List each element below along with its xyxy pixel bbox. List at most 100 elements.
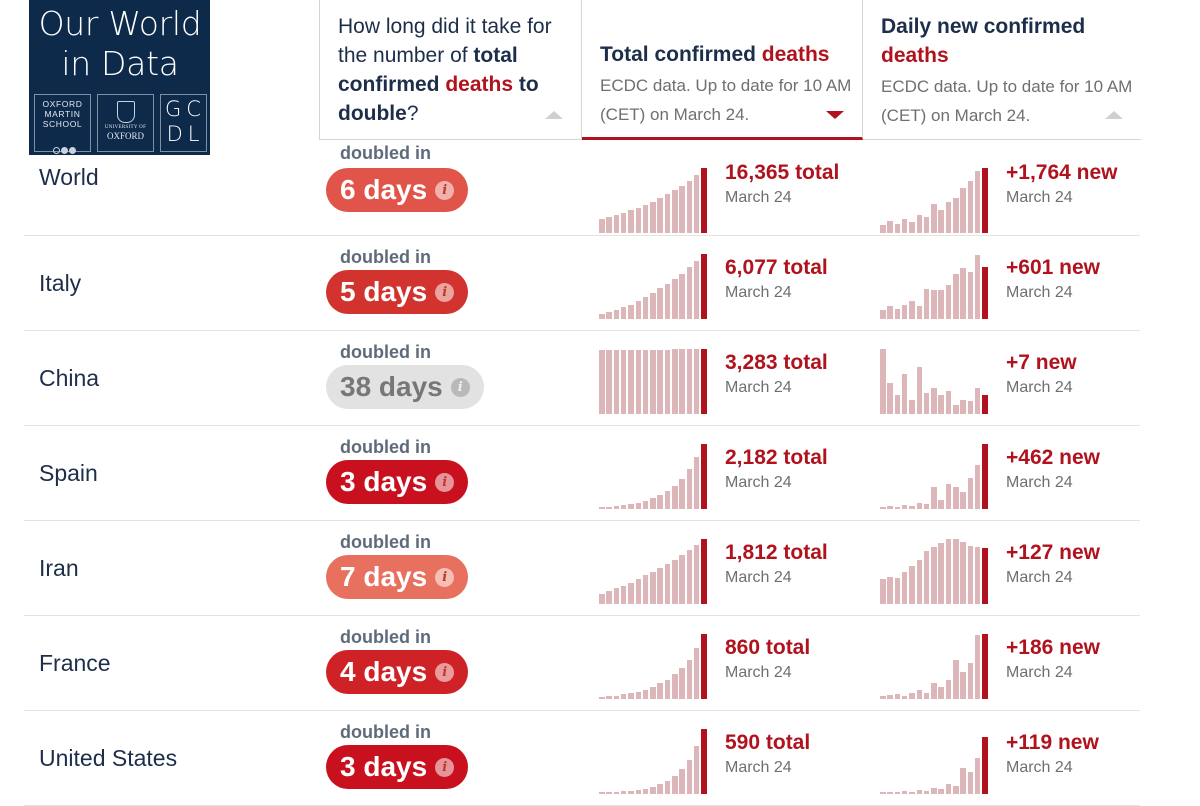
country-name[interactable]: World (39, 164, 99, 190)
sparkline-bar (628, 349, 634, 414)
sparkline-bar (693, 175, 700, 233)
doubling-days-badge[interactable]: 7 days i (326, 555, 469, 599)
sort-down-icon[interactable] (826, 111, 844, 119)
sparkline-bar (606, 350, 612, 414)
sparkline-bar (960, 671, 966, 699)
sparkline-bar (628, 693, 634, 699)
sparkline-bar (894, 578, 901, 604)
sparkline-bar (657, 567, 663, 604)
sparkline-bar (613, 309, 620, 319)
sparkline-bar (923, 289, 930, 319)
daily-deaths-title: Daily new confirmed deaths (881, 15, 1086, 67)
sparkline-bar (894, 308, 901, 319)
sparkline-bar (960, 492, 966, 509)
daily-deaths-sparkline (880, 331, 998, 425)
country-name[interactable]: United States (39, 745, 178, 771)
sparkline-bar (606, 792, 612, 794)
sparkline-bar (613, 350, 620, 414)
sparkline-bar (657, 494, 663, 509)
sparkline-bar (657, 197, 663, 233)
sparkline-bar (701, 539, 708, 604)
total-deaths-sparkline (599, 141, 717, 235)
table-row[interactable]: Spain doubled in 3 days i 2,182 total March 2… (24, 426, 1140, 521)
sparkline-bar (916, 790, 922, 794)
sparkline-bar (628, 582, 634, 604)
total-deaths-date: March 24 (725, 474, 792, 491)
sparkline-bar (923, 393, 930, 414)
total-deaths-date: March 24 (725, 664, 792, 681)
doubling-days-badge[interactable]: 4 days i (326, 650, 469, 694)
daily-deaths-sparkline (880, 426, 998, 520)
daily-deaths-value: +1,764 new (1006, 161, 1118, 184)
info-icon[interactable]: i (435, 180, 455, 200)
info-icon[interactable]: i (435, 282, 455, 302)
table-row[interactable]: China doubled in 38 days i 3,283 total March … (24, 331, 1140, 426)
sparkline-bar (938, 209, 944, 233)
total-deaths-sparkline (599, 521, 717, 615)
sparkline-bar (894, 223, 901, 233)
sparkline-bar (693, 260, 700, 319)
sparkline-bar (887, 506, 893, 509)
sparkline-bar (887, 382, 893, 414)
sparkline-bar (887, 221, 893, 233)
sparkline-bar (880, 696, 886, 699)
country-name[interactable]: France (39, 650, 111, 676)
doubling-question: How long did it take for the number of t… (338, 15, 552, 125)
sparkline-bar (880, 309, 886, 319)
country-name[interactable]: China (39, 365, 100, 391)
sparkline-bar (679, 479, 685, 509)
sparkline-bar (599, 218, 605, 233)
table-row[interactable]: World doubled in 6 days i 16,365 total March … (24, 141, 1140, 236)
info-icon[interactable]: i (435, 662, 455, 682)
sparkline-bar (620, 694, 627, 699)
doubling-days-badge[interactable]: 6 days i (326, 168, 469, 212)
country-name[interactable]: Spain (39, 460, 98, 486)
sparkline-bar (672, 559, 678, 604)
sparkline-bar (909, 300, 915, 319)
sort-up-icon[interactable] (1105, 111, 1123, 119)
sparkline-bar (894, 507, 901, 509)
info-icon[interactable]: i (450, 377, 470, 397)
sparkline-bar (664, 490, 671, 509)
doubling-days-badge[interactable]: 3 days i (326, 745, 469, 789)
owid-logo[interactable]: Our World in Data OXFORD MARTIN SCHOOL U… (29, 0, 210, 155)
total-deaths-sparkline (599, 331, 717, 425)
sparkline-bar (916, 689, 922, 699)
table-row[interactable]: United States doubled in 3 days i 590 total M… (24, 711, 1140, 806)
doubled-in-label: doubled in (340, 143, 431, 163)
sparkline-bar (894, 394, 901, 414)
sparkline-bar (672, 674, 678, 699)
table-row[interactable]: France doubled in 4 days i 860 total March 24… (24, 616, 1140, 711)
gcdl-text: GC DL (165, 97, 206, 146)
table-row[interactable]: Iran doubled in 7 days i 1,812 total March 24… (24, 521, 1140, 616)
info-icon[interactable]: i (435, 757, 455, 777)
doubling-days-badge[interactable]: 3 days i (326, 460, 469, 504)
column-header-doubling[interactable]: How long did it take for the number of t… (319, 0, 582, 140)
sparkline-bar (880, 225, 886, 233)
sparkline-bar (923, 692, 930, 699)
sparkline-bar (635, 300, 641, 319)
doubling-days-badge[interactable]: 5 days i (326, 270, 469, 314)
daily-deaths-date: March 24 (1006, 284, 1073, 301)
info-icon[interactable]: i (435, 472, 455, 492)
doubling-days-badge[interactable]: 38 days i (326, 365, 484, 409)
info-icon[interactable]: i (435, 567, 455, 587)
table-body: World doubled in 6 days i 16,365 total March … (24, 141, 1140, 806)
country-name[interactable]: Italy (39, 270, 82, 296)
sparkline-bar (945, 539, 952, 604)
column-header-total-deaths[interactable]: Total confirmed deaths ECDC data. Up to … (582, 0, 863, 140)
total-deaths-value: 6,077 total (725, 256, 828, 279)
column-header-daily-deaths[interactable]: Daily new confirmed deaths ECDC data. Up… (863, 0, 1141, 140)
sparkline-bar (693, 648, 700, 699)
table-row[interactable]: Italy doubled in 5 days i 6,077 total March 2… (24, 236, 1140, 331)
sort-up-icon[interactable] (545, 111, 563, 119)
country-name[interactable]: Iran (39, 555, 79, 581)
sparkline-bar (916, 559, 922, 604)
daily-deaths-date: March 24 (1006, 759, 1073, 776)
sparkline-bar (880, 507, 886, 509)
sparkline-bar (642, 788, 649, 794)
sparkline-bar (620, 307, 627, 319)
sparkline-bar (938, 542, 944, 604)
total-deaths-date: March 24 (725, 189, 792, 206)
sparkline-bar (974, 546, 981, 604)
